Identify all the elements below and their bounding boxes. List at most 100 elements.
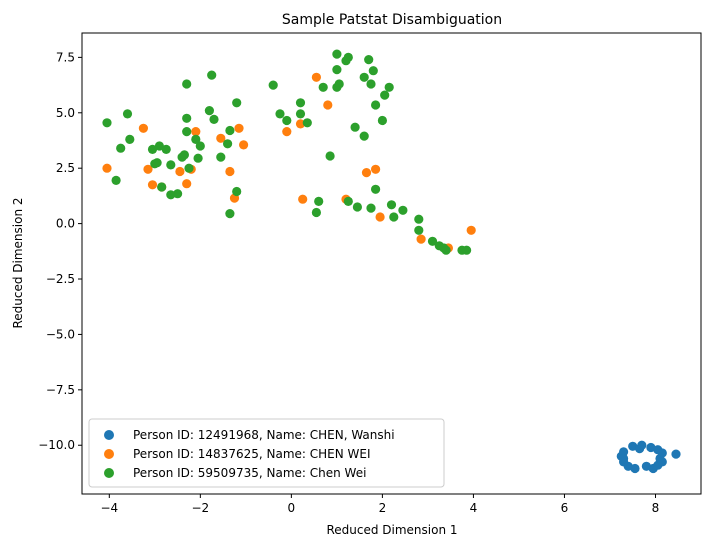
point-series-2-9 bbox=[157, 182, 167, 192]
point-series-2-50 bbox=[350, 122, 360, 132]
point-series-2-36 bbox=[295, 109, 306, 119]
point-series-1-18 bbox=[323, 100, 333, 110]
point-series-1-5 bbox=[175, 166, 185, 177]
point-series-0-15 bbox=[657, 457, 667, 467]
legend-label-chen-wei-upper: Person ID: 14837625, Name: CHEN WEI bbox=[133, 447, 371, 461]
point-series-2-38 bbox=[311, 207, 321, 218]
point-series-2-57 bbox=[371, 100, 381, 110]
point-series-2-5 bbox=[147, 144, 158, 154]
point-series-0-1 bbox=[619, 447, 629, 457]
point-series-2-58 bbox=[371, 184, 381, 194]
point-series-1-12 bbox=[234, 123, 244, 133]
point-series-0-17 bbox=[619, 453, 629, 464]
point-series-2-18 bbox=[182, 127, 192, 137]
point-series-2-4 bbox=[125, 134, 135, 144]
point-series-1-10 bbox=[225, 166, 235, 177]
point-series-2-17 bbox=[182, 113, 192, 123]
point-series-1-1 bbox=[138, 123, 148, 133]
point-series-0-5 bbox=[630, 463, 640, 474]
point-series-2-53 bbox=[364, 55, 374, 65]
x-tick-label: 0 bbox=[288, 501, 296, 515]
y-tick-label: 2.5 bbox=[56, 161, 75, 175]
point-series-0-14 bbox=[657, 448, 667, 458]
point-series-1-14 bbox=[282, 127, 292, 137]
legend-box bbox=[88, 418, 445, 488]
point-series-2-45 bbox=[334, 79, 344, 89]
point-series-2-60 bbox=[380, 90, 390, 100]
y-tick-label: −7.5 bbox=[46, 383, 75, 397]
point-series-1-8 bbox=[191, 127, 201, 137]
point-series-2-42 bbox=[332, 49, 342, 59]
y-tick-label: −10.0 bbox=[38, 438, 75, 452]
point-series-2-8 bbox=[154, 141, 164, 151]
point-series-2-25 bbox=[209, 114, 219, 124]
point-series-2-47 bbox=[343, 52, 353, 63]
x-tick-label: 4 bbox=[470, 501, 478, 515]
point-series-2-59 bbox=[377, 115, 387, 126]
x-tick-label: −4 bbox=[100, 501, 118, 515]
x-tick-label: 8 bbox=[652, 501, 660, 515]
point-series-2-39 bbox=[314, 196, 324, 206]
point-series-2-61 bbox=[384, 82, 394, 92]
chart-title: Sample Patstat Disambiguation bbox=[282, 12, 502, 28]
legend-label-chen-wei: Person ID: 59509735, Name: Chen Wei bbox=[133, 466, 366, 480]
y-tick-label: 7.5 bbox=[56, 50, 75, 64]
point-series-0-16 bbox=[671, 449, 681, 459]
point-series-2-40 bbox=[318, 82, 328, 92]
point-series-2-34 bbox=[282, 115, 292, 126]
point-series-1-15 bbox=[295, 119, 306, 129]
y-tick-label: −2.5 bbox=[46, 272, 75, 286]
point-series-2-35 bbox=[295, 98, 306, 108]
point-series-2-13 bbox=[173, 189, 183, 199]
legend-marker-chen-wei-upper bbox=[104, 449, 114, 459]
point-series-2-37 bbox=[302, 118, 312, 128]
point-series-2-12 bbox=[166, 190, 176, 200]
legend-marker-chen-wei bbox=[104, 468, 114, 478]
point-series-2-63 bbox=[389, 212, 399, 222]
x-tick-label: −2 bbox=[191, 501, 209, 515]
x-axis: −4 −2 0 2 4 6 8 bbox=[100, 494, 659, 515]
point-series-2-10 bbox=[161, 144, 171, 154]
point-series-2-22 bbox=[195, 141, 205, 151]
point-series-1-20 bbox=[361, 168, 372, 178]
point-series-2-0 bbox=[102, 118, 112, 128]
point-series-2-7 bbox=[152, 158, 162, 168]
legend-marker-chen-wanshi bbox=[104, 430, 114, 440]
point-series-2-56 bbox=[368, 66, 378, 76]
point-series-1-25 bbox=[466, 225, 476, 235]
point-series-2-65 bbox=[414, 214, 424, 224]
data-marks bbox=[102, 49, 681, 474]
point-series-2-28 bbox=[225, 209, 235, 219]
y-axis: 7.5 5.0 2.5 0.0 −2.5 −5.0 −7.5 −10.0 bbox=[38, 50, 82, 452]
y-axis-label: Reduced Dimension 2 bbox=[11, 197, 25, 328]
x-tick-label: 6 bbox=[561, 501, 569, 515]
point-series-2-29 bbox=[225, 125, 235, 136]
point-series-2-43 bbox=[332, 65, 342, 75]
point-series-2-16 bbox=[182, 79, 192, 89]
point-series-2-70 bbox=[441, 245, 451, 255]
point-series-2-67 bbox=[427, 236, 438, 246]
point-series-1-6 bbox=[182, 179, 192, 189]
point-series-2-52 bbox=[359, 72, 369, 82]
point-series-2-21 bbox=[193, 153, 203, 163]
point-series-1-22 bbox=[375, 212, 385, 222]
y-tick-label: 5.0 bbox=[56, 106, 75, 120]
point-series-1-23 bbox=[416, 234, 426, 244]
y-tick-label: −5.0 bbox=[46, 327, 75, 341]
point-series-1-3 bbox=[147, 180, 158, 190]
point-series-0-9 bbox=[646, 442, 656, 453]
point-series-2-15 bbox=[179, 150, 189, 160]
point-series-2-26 bbox=[216, 152, 226, 162]
point-series-1-21 bbox=[371, 164, 381, 174]
point-series-2-55 bbox=[366, 203, 376, 213]
point-series-2-54 bbox=[366, 79, 376, 89]
legend-label-chen-wanshi: Person ID: 12491968, Name: CHEN, Wanshi bbox=[133, 428, 395, 442]
point-series-2-72 bbox=[462, 245, 472, 255]
point-series-2-48 bbox=[343, 196, 353, 206]
point-series-1-16 bbox=[298, 194, 308, 204]
x-tick-label: 2 bbox=[379, 501, 387, 515]
point-series-2-41 bbox=[325, 151, 335, 161]
point-series-2-19 bbox=[184, 163, 194, 173]
point-series-2-51 bbox=[359, 131, 369, 141]
point-series-2-24 bbox=[207, 70, 217, 80]
